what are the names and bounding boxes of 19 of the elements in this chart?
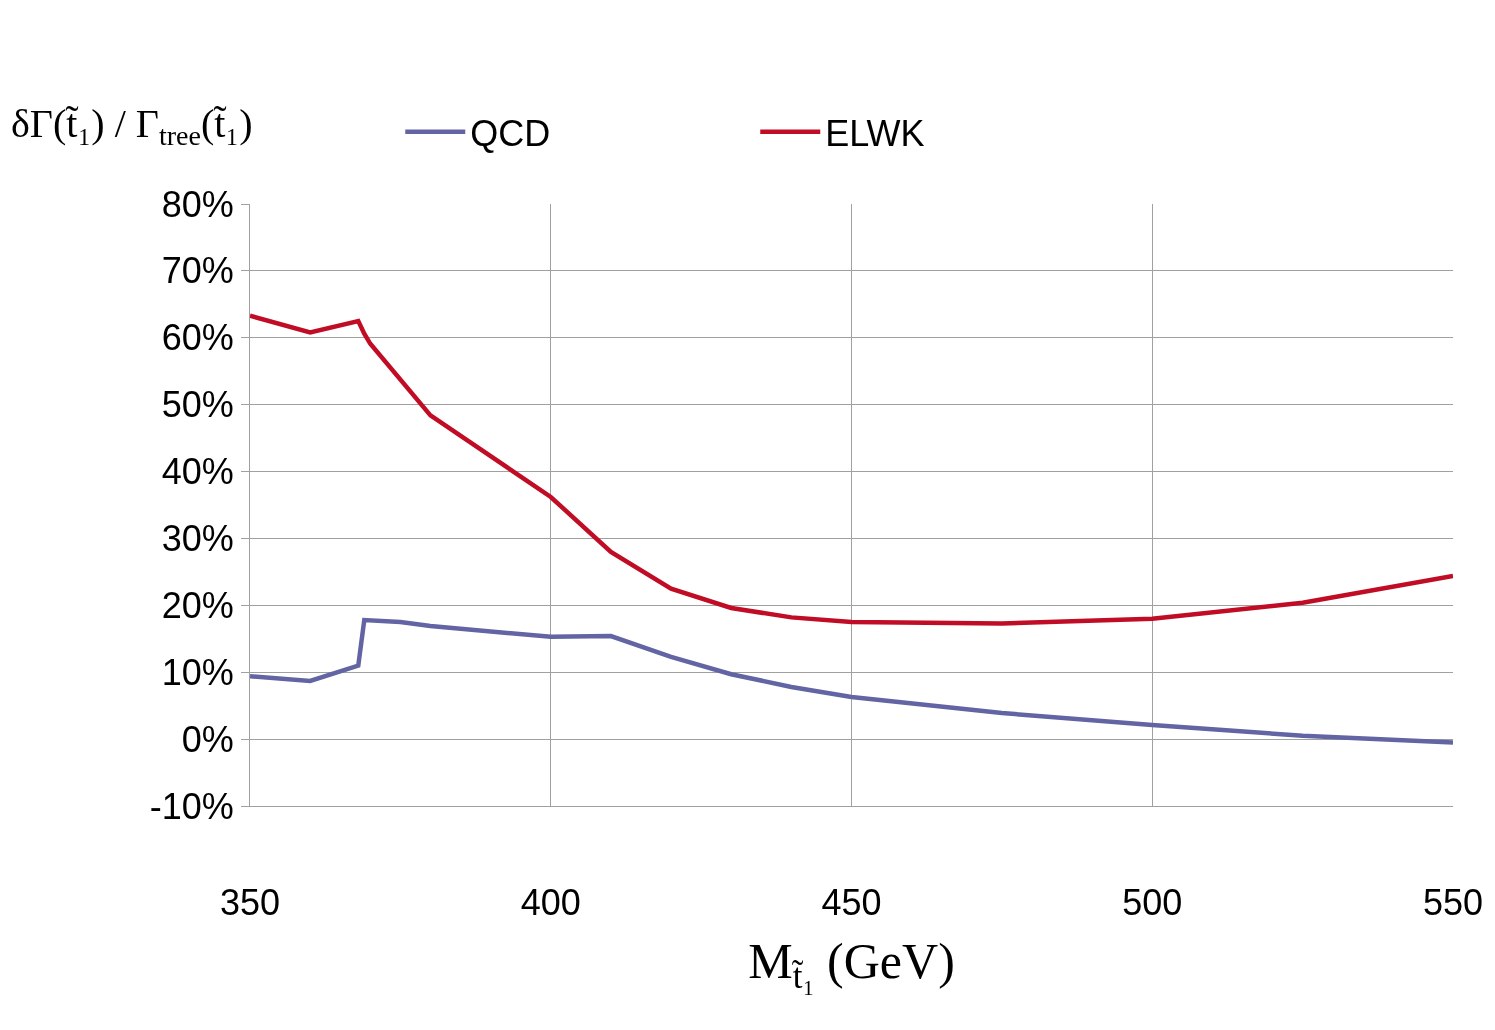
x-tick-label: 500	[1122, 882, 1183, 924]
y-axis-title: δΓ(t̃₁) / Γ$_{tree}$(t̃₁)	[11, 101, 253, 152]
y-tick-label: 50%	[161, 384, 234, 426]
legend-label: ELWK	[825, 112, 925, 154]
y-tick-label: 60%	[161, 317, 234, 359]
y-tick-label: 70%	[161, 250, 234, 292]
x-tick-label: 350	[219, 882, 281, 924]
y-tick-label: 20%	[161, 584, 234, 626]
x-axis-title: M$_{t̃₁}$ (GeV)	[748, 932, 955, 997]
y-tick-label: 0%	[181, 718, 234, 760]
legend-label: QCD	[470, 112, 551, 154]
y-tick-label: 80%	[161, 183, 234, 225]
y-tick-label: -10%	[149, 785, 234, 827]
x-tick-label: 550	[1422, 882, 1484, 924]
y-tick-label: 10%	[161, 651, 234, 693]
y-tick-label: 40%	[161, 451, 234, 493]
x-tick-label: 450	[821, 882, 882, 924]
x-tick-label: 400	[520, 882, 581, 924]
y-tick-label: 30%	[161, 518, 234, 560]
